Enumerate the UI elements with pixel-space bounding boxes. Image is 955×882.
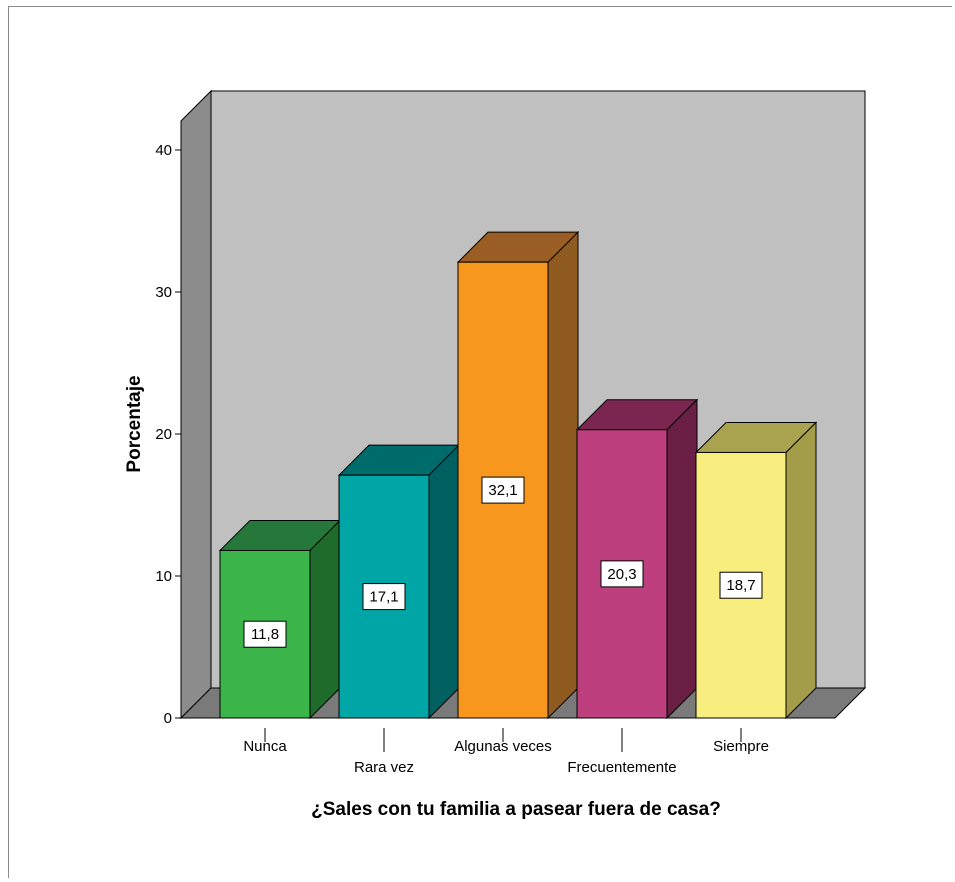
bar-chart-3d: 0 10 20 30 40 11,8 17,1 32,1 20,3 18,7 Nunca Rara… — [124, 89, 867, 820]
data-label-box — [719, 571, 763, 599]
side-wall — [180, 89, 212, 720]
bar: 11,8 — [218, 519, 342, 720]
x-categories: Nunca Rara vez Algunas veces Frecuentemente… — [243, 728, 769, 776]
x-category-label: Algunas veces — [454, 738, 552, 755]
data-label-box — [481, 476, 525, 504]
bar: 32,1 — [456, 230, 580, 720]
bar: 20,3 — [575, 398, 699, 720]
y-axis-label: Porcentaje — [124, 375, 145, 472]
bar-side — [309, 519, 341, 720]
y-tick-label: 40 — [155, 142, 172, 159]
bar: 18,7 — [694, 421, 818, 720]
data-label: 20,3 — [607, 566, 636, 583]
x-category-label: Frecuentemente — [567, 759, 676, 776]
bar-side — [785, 421, 817, 720]
bar-side — [666, 398, 698, 720]
y-tick-label: 20 — [155, 426, 172, 443]
x-axis-label: ¿Sales con tu familia a pasear fuera de … — [311, 799, 721, 820]
data-label: 18,7 — [726, 577, 755, 594]
x-category-label: Rara vez — [354, 759, 414, 776]
data-label: 11,8 — [251, 626, 279, 643]
y-tick-label: 30 — [155, 284, 172, 301]
bars: 11,8 17,1 32,1 20,3 18,7 — [218, 230, 818, 720]
x-category-label: Siempre — [713, 738, 769, 755]
y-tick-label: 0 — [164, 710, 172, 727]
y-ticks: 0 10 20 30 40 — [155, 142, 181, 727]
bar-side — [547, 230, 579, 720]
data-label: 32,1 — [488, 482, 517, 499]
bar-side — [428, 443, 460, 720]
data-label-box — [600, 560, 644, 588]
chart-frame: 0 10 20 30 40 11,8 17,1 32,1 20,3 18,7 Nunca Rara… — [8, 6, 952, 878]
data-label-box — [243, 620, 287, 648]
data-label-box — [362, 583, 406, 611]
bar: 17,1 — [337, 443, 461, 720]
x-category-label: Nunca — [243, 738, 287, 755]
data-label: 17,1 — [369, 589, 398, 606]
y-tick-label: 10 — [155, 568, 172, 585]
